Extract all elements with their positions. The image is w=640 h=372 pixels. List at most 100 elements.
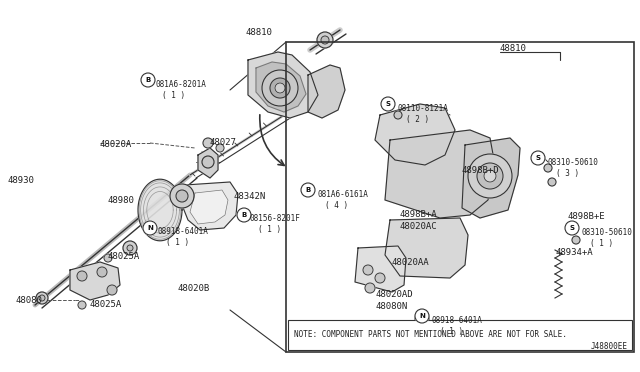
Circle shape — [97, 267, 107, 277]
Text: ( 3 ): ( 3 ) — [556, 169, 579, 178]
Circle shape — [107, 285, 117, 295]
Circle shape — [141, 73, 155, 87]
Circle shape — [275, 83, 285, 93]
Text: 48020AD: 48020AD — [376, 290, 413, 299]
Text: ( 1 ): ( 1 ) — [162, 91, 185, 100]
Text: 08918-6401A: 08918-6401A — [432, 316, 483, 325]
Circle shape — [365, 283, 375, 293]
Text: 48980: 48980 — [107, 196, 134, 205]
Polygon shape — [385, 130, 495, 218]
Circle shape — [203, 138, 213, 148]
Text: 48080: 48080 — [16, 296, 43, 305]
Text: 48020AA: 48020AA — [392, 258, 429, 267]
Text: ( 1 ): ( 1 ) — [440, 327, 463, 336]
Circle shape — [270, 78, 290, 98]
Text: 48020B: 48020B — [178, 284, 211, 293]
Text: S: S — [536, 155, 541, 161]
Circle shape — [484, 170, 496, 182]
Circle shape — [544, 164, 552, 172]
Text: 08310-50610: 08310-50610 — [548, 158, 599, 167]
Circle shape — [317, 32, 333, 48]
Text: ( 1 ): ( 1 ) — [166, 238, 189, 247]
Text: ( 4 ): ( 4 ) — [325, 201, 348, 210]
Text: N: N — [147, 225, 153, 231]
Bar — [286, 42, 634, 352]
Circle shape — [468, 154, 512, 198]
Circle shape — [262, 70, 298, 106]
Circle shape — [572, 236, 580, 244]
Circle shape — [568, 224, 576, 232]
Text: 48810: 48810 — [500, 44, 527, 53]
Circle shape — [104, 254, 112, 262]
Circle shape — [127, 245, 133, 251]
Circle shape — [237, 208, 251, 222]
Circle shape — [363, 265, 373, 275]
Circle shape — [78, 301, 86, 309]
Polygon shape — [256, 62, 306, 112]
Circle shape — [531, 151, 545, 165]
Text: 48810: 48810 — [246, 28, 273, 37]
Circle shape — [202, 156, 214, 168]
Circle shape — [143, 221, 157, 235]
Polygon shape — [198, 148, 218, 178]
Bar — [288, 320, 632, 350]
Polygon shape — [138, 179, 182, 241]
Text: N: N — [419, 313, 425, 319]
Polygon shape — [385, 218, 468, 278]
Text: 081A6-6161A: 081A6-6161A — [317, 190, 368, 199]
Text: NOTE: COMPONENT PARTS NOT MENTIONED ABOVE ARE NOT FOR SALE.: NOTE: COMPONENT PARTS NOT MENTIONED ABOV… — [294, 330, 567, 339]
Text: 4898B+D: 4898B+D — [462, 166, 500, 175]
Text: B: B — [305, 187, 310, 193]
Polygon shape — [182, 182, 238, 230]
Circle shape — [39, 295, 45, 301]
Circle shape — [381, 97, 395, 111]
Text: ( 2 ): ( 2 ) — [406, 115, 429, 124]
Text: S: S — [570, 225, 575, 231]
Polygon shape — [248, 52, 318, 118]
Text: J48800EE: J48800EE — [591, 342, 628, 351]
Text: 08110-8121A: 08110-8121A — [398, 104, 449, 113]
Circle shape — [394, 111, 402, 119]
Circle shape — [77, 271, 87, 281]
Text: 48080N: 48080N — [376, 302, 408, 311]
Circle shape — [321, 36, 329, 44]
Text: B: B — [145, 77, 150, 83]
Circle shape — [36, 292, 48, 304]
Text: 48025A: 48025A — [108, 252, 140, 261]
Text: 08156-8201F: 08156-8201F — [250, 214, 301, 223]
Polygon shape — [355, 246, 406, 292]
Circle shape — [176, 190, 188, 202]
Polygon shape — [308, 65, 345, 118]
Text: 48025A: 48025A — [90, 300, 122, 309]
Text: S: S — [385, 101, 390, 107]
Circle shape — [216, 144, 224, 152]
Text: 081A6-8201A: 081A6-8201A — [155, 80, 206, 89]
Circle shape — [548, 178, 556, 186]
Text: 48342N: 48342N — [234, 192, 266, 201]
Text: 4898B+A: 4898B+A — [400, 210, 438, 219]
Circle shape — [170, 184, 194, 208]
Text: 48020A: 48020A — [100, 140, 132, 149]
Text: B: B — [241, 212, 246, 218]
Text: ( 1 ): ( 1 ) — [258, 225, 281, 234]
Text: 08310-50610: 08310-50610 — [582, 228, 633, 237]
Circle shape — [415, 311, 429, 325]
Polygon shape — [375, 104, 455, 165]
Circle shape — [415, 309, 429, 323]
Text: 08918-6401A: 08918-6401A — [158, 227, 209, 236]
Text: ( 1 ): ( 1 ) — [590, 239, 613, 248]
Polygon shape — [70, 262, 120, 300]
Circle shape — [375, 273, 385, 283]
Text: 4898B+E: 4898B+E — [568, 212, 605, 221]
Polygon shape — [190, 190, 228, 224]
Circle shape — [123, 241, 137, 255]
Polygon shape — [462, 138, 520, 218]
Circle shape — [565, 221, 579, 235]
Circle shape — [301, 183, 315, 197]
Text: 48930: 48930 — [8, 176, 35, 185]
Text: 48020AC: 48020AC — [400, 222, 438, 231]
Circle shape — [419, 315, 425, 321]
Circle shape — [477, 163, 503, 189]
Text: 48934+A: 48934+A — [556, 248, 594, 257]
Text: 48027: 48027 — [209, 138, 236, 147]
